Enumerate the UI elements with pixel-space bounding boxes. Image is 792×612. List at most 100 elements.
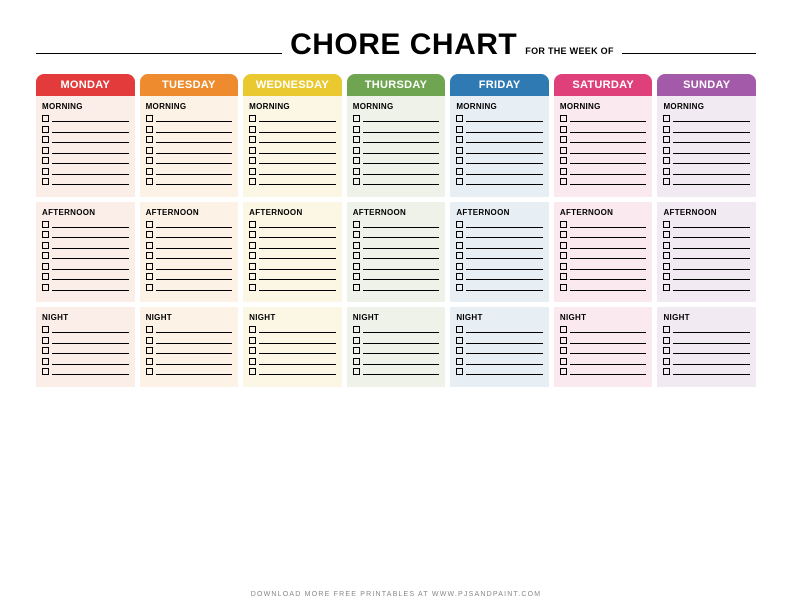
checkbox[interactable] — [249, 178, 256, 185]
checkbox[interactable] — [456, 347, 463, 354]
checkbox[interactable] — [353, 231, 360, 238]
task-blank-line[interactable] — [363, 147, 440, 154]
checkbox[interactable] — [146, 368, 153, 375]
task-blank-line[interactable] — [156, 115, 233, 122]
checkbox[interactable] — [42, 231, 49, 238]
checkbox[interactable] — [456, 115, 463, 122]
task-blank-line[interactable] — [156, 168, 233, 175]
task-blank-line[interactable] — [570, 263, 647, 270]
checkbox[interactable] — [456, 368, 463, 375]
task-blank-line[interactable] — [466, 147, 543, 154]
task-blank-line[interactable] — [52, 326, 129, 333]
task-blank-line[interactable] — [673, 337, 750, 344]
checkbox[interactable] — [42, 178, 49, 185]
checkbox[interactable] — [456, 358, 463, 365]
task-blank-line[interactable] — [259, 347, 336, 354]
task-blank-line[interactable] — [570, 178, 647, 185]
task-blank-line[interactable] — [52, 157, 129, 164]
task-blank-line[interactable] — [52, 337, 129, 344]
checkbox[interactable] — [456, 242, 463, 249]
task-blank-line[interactable] — [466, 273, 543, 280]
task-blank-line[interactable] — [259, 136, 336, 143]
checkbox[interactable] — [663, 115, 670, 122]
checkbox[interactable] — [249, 136, 256, 143]
task-blank-line[interactable] — [363, 115, 440, 122]
task-blank-line[interactable] — [259, 368, 336, 375]
checkbox[interactable] — [146, 347, 153, 354]
task-blank-line[interactable] — [673, 231, 750, 238]
checkbox[interactable] — [249, 126, 256, 133]
checkbox[interactable] — [249, 231, 256, 238]
checkbox[interactable] — [456, 178, 463, 185]
task-blank-line[interactable] — [673, 242, 750, 249]
checkbox[interactable] — [42, 157, 49, 164]
checkbox[interactable] — [456, 284, 463, 291]
checkbox[interactable] — [146, 178, 153, 185]
task-blank-line[interactable] — [673, 263, 750, 270]
checkbox[interactable] — [560, 326, 567, 333]
checkbox[interactable] — [663, 126, 670, 133]
task-blank-line[interactable] — [156, 242, 233, 249]
checkbox[interactable] — [663, 242, 670, 249]
task-blank-line[interactable] — [259, 168, 336, 175]
checkbox[interactable] — [560, 273, 567, 280]
checkbox[interactable] — [353, 263, 360, 270]
task-blank-line[interactable] — [52, 136, 129, 143]
task-blank-line[interactable] — [363, 252, 440, 259]
checkbox[interactable] — [249, 337, 256, 344]
checkbox[interactable] — [146, 136, 153, 143]
task-blank-line[interactable] — [259, 178, 336, 185]
checkbox[interactable] — [456, 252, 463, 259]
task-blank-line[interactable] — [673, 168, 750, 175]
task-blank-line[interactable] — [52, 347, 129, 354]
checkbox[interactable] — [353, 368, 360, 375]
task-blank-line[interactable] — [363, 347, 440, 354]
task-blank-line[interactable] — [570, 273, 647, 280]
task-blank-line[interactable] — [363, 368, 440, 375]
checkbox[interactable] — [249, 273, 256, 280]
checkbox[interactable] — [456, 136, 463, 143]
checkbox[interactable] — [353, 326, 360, 333]
checkbox[interactable] — [249, 242, 256, 249]
checkbox[interactable] — [146, 221, 153, 228]
checkbox[interactable] — [456, 273, 463, 280]
checkbox[interactable] — [146, 358, 153, 365]
task-blank-line[interactable] — [570, 115, 647, 122]
checkbox[interactable] — [42, 252, 49, 259]
task-blank-line[interactable] — [52, 178, 129, 185]
task-blank-line[interactable] — [259, 273, 336, 280]
task-blank-line[interactable] — [570, 126, 647, 133]
checkbox[interactable] — [663, 368, 670, 375]
checkbox[interactable] — [146, 231, 153, 238]
task-blank-line[interactable] — [156, 263, 233, 270]
task-blank-line[interactable] — [466, 358, 543, 365]
task-blank-line[interactable] — [466, 263, 543, 270]
task-blank-line[interactable] — [52, 358, 129, 365]
task-blank-line[interactable] — [673, 347, 750, 354]
task-blank-line[interactable] — [259, 147, 336, 154]
task-blank-line[interactable] — [259, 326, 336, 333]
checkbox[interactable] — [42, 326, 49, 333]
checkbox[interactable] — [456, 221, 463, 228]
task-blank-line[interactable] — [570, 358, 647, 365]
checkbox[interactable] — [42, 368, 49, 375]
checkbox[interactable] — [42, 263, 49, 270]
checkbox[interactable] — [146, 252, 153, 259]
checkbox[interactable] — [560, 263, 567, 270]
task-blank-line[interactable] — [259, 231, 336, 238]
task-blank-line[interactable] — [570, 326, 647, 333]
checkbox[interactable] — [146, 273, 153, 280]
checkbox[interactable] — [560, 337, 567, 344]
checkbox[interactable] — [249, 157, 256, 164]
checkbox[interactable] — [146, 168, 153, 175]
task-blank-line[interactable] — [673, 221, 750, 228]
checkbox[interactable] — [353, 136, 360, 143]
checkbox[interactable] — [456, 147, 463, 154]
week-blank-line[interactable] — [622, 34, 756, 54]
checkbox[interactable] — [249, 221, 256, 228]
checkbox[interactable] — [353, 284, 360, 291]
task-blank-line[interactable] — [570, 242, 647, 249]
checkbox[interactable] — [146, 126, 153, 133]
task-blank-line[interactable] — [363, 337, 440, 344]
task-blank-line[interactable] — [363, 242, 440, 249]
